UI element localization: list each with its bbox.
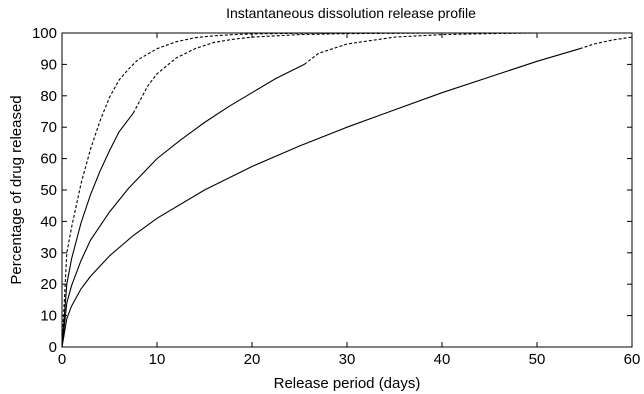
y-tick-label: 60 (40, 151, 57, 168)
x-axis-label: Release period (days) (274, 375, 421, 392)
plot-area (61, 32, 633, 348)
y-tick-label: 20 (40, 276, 57, 293)
x-tick-label: 10 (149, 351, 166, 368)
series-layer (61, 32, 633, 348)
y-axis-ticks (62, 32, 632, 348)
series-line-7 (61, 32, 632, 348)
x-axis-tick-labels: 0 10 20 30 40 50 60 (58, 351, 641, 368)
x-tick-label: 40 (434, 351, 451, 368)
y-axis-label: Percentage of drug released (8, 95, 25, 284)
series-line-3 (61, 63, 305, 348)
y-tick-label: 10 (40, 308, 57, 325)
y-tick-label: 50 (40, 182, 57, 199)
series-line-4 (303, 32, 632, 65)
y-tick-label: 100 (32, 25, 57, 42)
x-tick-label: 0 (58, 351, 66, 368)
y-tick-label: 0 (49, 339, 57, 356)
x-tick-label: 50 (529, 351, 546, 368)
x-tick-label: 20 (244, 351, 261, 368)
series-line-2 (132, 32, 632, 114)
series-line-1 (61, 112, 134, 348)
series-line-5 (61, 48, 580, 348)
x-tick-label: 60 (624, 351, 641, 368)
x-axis-ticks (61, 33, 633, 347)
y-tick-label: 90 (40, 56, 57, 73)
series-line-6 (579, 36, 633, 50)
chart-title: Instantaneous dissolution release profil… (226, 5, 476, 21)
y-axis-tick-labels: 0 10 20 30 40 50 60 70 80 90 100 (32, 25, 57, 356)
x-tick-label: 30 (339, 351, 356, 368)
y-tick-label: 70 (40, 119, 57, 136)
y-tick-label: 30 (40, 245, 57, 262)
y-tick-label: 80 (40, 88, 57, 105)
y-tick-label: 40 (40, 213, 57, 230)
